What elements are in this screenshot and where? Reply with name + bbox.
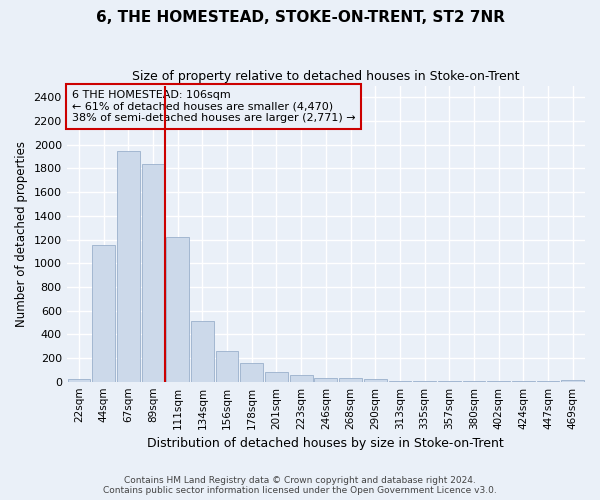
Bar — [191, 322, 214, 382]
Bar — [166, 237, 189, 382]
Bar — [339, 378, 362, 382]
Bar — [92, 245, 115, 382]
X-axis label: Distribution of detached houses by size in Stoke-on-Trent: Distribution of detached houses by size … — [148, 437, 504, 450]
Bar — [463, 381, 485, 382]
Text: Contains HM Land Registry data © Crown copyright and database right 2024.
Contai: Contains HM Land Registry data © Crown c… — [103, 476, 497, 495]
Text: 6 THE HOMESTEAD: 106sqm
← 61% of detached houses are smaller (4,470)
38% of semi: 6 THE HOMESTEAD: 106sqm ← 61% of detache… — [72, 90, 355, 123]
Bar — [290, 375, 313, 382]
Bar — [389, 381, 411, 382]
Bar — [364, 380, 386, 382]
Bar — [562, 380, 584, 382]
Bar — [241, 364, 263, 382]
Bar — [68, 378, 91, 382]
Bar — [216, 351, 238, 382]
Bar — [142, 164, 164, 382]
Bar — [487, 381, 510, 382]
Bar — [117, 150, 140, 382]
Text: 6, THE HOMESTEAD, STOKE-ON-TRENT, ST2 7NR: 6, THE HOMESTEAD, STOKE-ON-TRENT, ST2 7N… — [95, 10, 505, 25]
Bar — [536, 381, 559, 382]
Bar — [314, 378, 337, 382]
Y-axis label: Number of detached properties: Number of detached properties — [15, 140, 28, 326]
Bar — [413, 381, 436, 382]
Title: Size of property relative to detached houses in Stoke-on-Trent: Size of property relative to detached ho… — [132, 70, 520, 83]
Bar — [512, 381, 535, 382]
Bar — [438, 381, 461, 382]
Bar — [265, 372, 288, 382]
